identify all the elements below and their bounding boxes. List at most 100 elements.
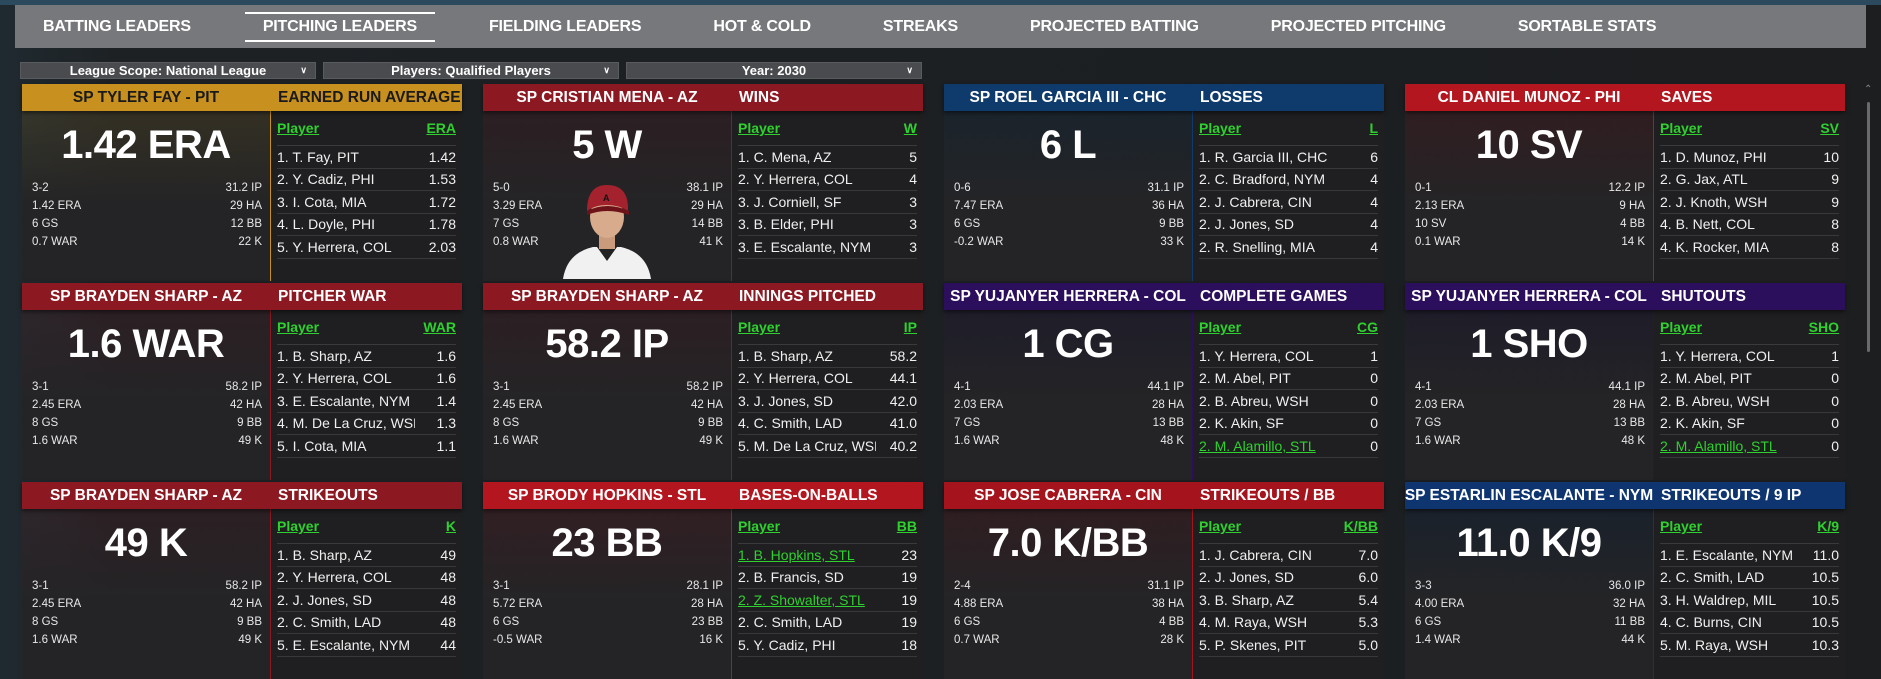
table-row[interactable]: 2. Y. Herrera, COL 48: [277, 567, 456, 589]
table-row[interactable]: 4. L. Doyle, PHI 1.78: [277, 214, 456, 236]
filter-dropdown-players[interactable]: Players: Qualified Players ∨: [323, 62, 619, 79]
table-row[interactable]: 3. E. Escalante, NYM 3: [738, 236, 917, 259]
column-header-player[interactable]: Player: [1660, 120, 1703, 136]
leader-player-name[interactable]: SP YUJANYER HERRERA - COL: [1411, 287, 1647, 305]
player-link[interactable]: 5. Y. Herrera, COL: [277, 238, 392, 255]
column-header-player[interactable]: Player: [277, 319, 320, 335]
table-row[interactable]: 2. K. Akin, SF 0: [1660, 413, 1839, 435]
player-link[interactable]: 3. E. Escalante, NYM: [738, 238, 872, 255]
table-row[interactable]: 2. Y. Herrera, COL 1.6: [277, 368, 456, 390]
player-link[interactable]: 3. B. Sharp, AZ: [1199, 591, 1294, 608]
table-row[interactable]: 1. B. Sharp, AZ 49: [277, 544, 456, 567]
table-row[interactable]: 3. B. Sharp, AZ 5.4: [1199, 589, 1378, 612]
column-header-player[interactable]: Player: [277, 120, 320, 136]
player-link[interactable]: 1. T. Fay, PIT: [277, 148, 359, 165]
column-header-stat[interactable]: SV: [1820, 120, 1839, 136]
player-link[interactable]: 2. C. Bradford, NYM: [1199, 171, 1326, 188]
tab-projected-pitching[interactable]: PROJECTED PITCHING: [1270, 17, 1446, 35]
player-link[interactable]: 2. C. Smith, LAD: [1660, 569, 1765, 586]
player-link[interactable]: 4. L. Doyle, PHI: [277, 216, 376, 233]
player-link[interactable]: 2. M. Abel, PIT: [1199, 370, 1291, 387]
table-row[interactable]: 1. D. Munoz, PHI 10: [1660, 146, 1839, 169]
player-link[interactable]: 2. Y. Herrera, COL: [738, 171, 853, 188]
leader-player-name[interactable]: SP JOSE CABRERA - CIN: [974, 486, 1162, 504]
player-link[interactable]: 2. Z. Showalter, STL: [738, 591, 865, 608]
table-row[interactable]: 4. M. De La Cruz, WSH 1.3: [277, 413, 456, 435]
table-row[interactable]: 5. Y. Herrera, COL 2.03: [277, 236, 456, 259]
table-row[interactable]: 2. J. Knoth, WSH 9: [1660, 191, 1839, 214]
column-header-player[interactable]: Player: [738, 319, 781, 335]
table-row[interactable]: 4. M. Raya, WSH 5.3: [1199, 612, 1378, 634]
player-link[interactable]: 1. C. Mena, AZ: [738, 148, 832, 165]
player-link[interactable]: 1. E. Escalante, NYM: [1660, 546, 1794, 563]
leader-player-name[interactable]: SP YUJANYER HERRERA - COL: [950, 287, 1186, 305]
table-row[interactable]: 3. H. Waldrep, MIL 10.5: [1660, 589, 1839, 612]
table-row[interactable]: 2. J. Jones, SD 4: [1199, 214, 1378, 236]
player-link[interactable]: 4. M. De La Cruz, WSH: [277, 415, 415, 432]
tab-sortable-stats[interactable]: SORTABLE STATS: [1517, 17, 1657, 35]
table-row[interactable]: 1. Y. Herrera, COL 1: [1660, 345, 1839, 368]
table-row[interactable]: 2. Y. Cadiz, PHI 1.53: [277, 169, 456, 191]
player-link[interactable]: 2. R. Snelling, MIA: [1199, 238, 1315, 255]
player-link[interactable]: 2. J. Jones, SD: [1199, 569, 1294, 586]
scroll-up-icon[interactable]: ⌃: [1864, 84, 1873, 95]
player-link[interactable]: 1. B. Sharp, AZ: [277, 546, 372, 563]
table-row[interactable]: 3. I. Cota, MIA 1.72: [277, 191, 456, 214]
leader-player-name[interactable]: SP BRAYDEN SHARP - AZ: [510, 287, 704, 305]
player-link[interactable]: 4. C. Smith, LAD: [738, 415, 843, 432]
table-row[interactable]: 1. J. Cabrera, CIN 7.0: [1199, 544, 1378, 567]
player-link[interactable]: 4. K. Rocker, MIA: [1660, 238, 1769, 255]
scrollbar-thumb[interactable]: [1867, 102, 1870, 352]
player-link[interactable]: 2. J. Knoth, WSH: [1660, 193, 1768, 210]
player-link[interactable]: 2. Y. Herrera, COL: [738, 370, 853, 387]
leader-player-name[interactable]: SP ROEL GARCIA III - CHC: [969, 88, 1167, 106]
player-link[interactable]: 4. M. Raya, WSH: [1199, 614, 1308, 631]
table-row[interactable]: 1. B. Sharp, AZ 1.6: [277, 345, 456, 368]
tab-streaks[interactable]: STREAKS: [882, 17, 958, 35]
player-link[interactable]: 3. B. Elder, PHI: [738, 216, 834, 233]
table-row[interactable]: 5. P. Skenes, PIT 5.0: [1199, 634, 1378, 657]
table-row[interactable]: 5. M. De La Cruz, WSH 40.2: [738, 435, 917, 458]
table-row[interactable]: 5. M. Raya, WSH 10.3: [1660, 634, 1839, 657]
table-row[interactable]: 2. C. Smith, LAD 19: [738, 612, 917, 634]
table-row[interactable]: 1. R. Garcia III, CHC 6: [1199, 146, 1378, 169]
leader-player-name[interactable]: SP ESTARLIN ESCALANTE - NYM: [1405, 486, 1653, 504]
table-row[interactable]: 2. C. Bradford, NYM 4: [1199, 169, 1378, 191]
player-link[interactable]: 2. Y. Herrera, COL: [277, 569, 392, 586]
column-header-stat[interactable]: W: [903, 120, 917, 136]
player-link[interactable]: 5. Y. Cadiz, PHI: [738, 636, 836, 653]
table-row[interactable]: 2. J. Jones, SD 48: [277, 589, 456, 612]
table-row[interactable]: 4. B. Nett, COL 8: [1660, 214, 1839, 236]
player-link[interactable]: 1. B. Hopkins, STL: [738, 546, 855, 563]
column-header-player[interactable]: Player: [277, 518, 320, 534]
player-link[interactable]: 2. J. Jones, SD: [1199, 216, 1294, 233]
column-header-player[interactable]: Player: [1199, 518, 1242, 534]
column-header-player[interactable]: Player: [1199, 120, 1242, 136]
table-row[interactable]: 2. B. Abreu, WSH 0: [1660, 390, 1839, 413]
player-link[interactable]: 2. M. Alamillo, STL: [1199, 437, 1316, 454]
tab-hot-cold[interactable]: HOT & COLD: [713, 17, 811, 35]
leader-player-name[interactable]: SP TYLER FAY - PIT: [72, 88, 220, 106]
column-header-stat[interactable]: BB: [896, 518, 917, 534]
player-link[interactable]: 3. H. Waldrep, MIL: [1660, 591, 1777, 608]
player-link[interactable]: 2. Y. Cadiz, PHI: [277, 171, 375, 188]
player-link[interactable]: 3. E. Escalante, NYM: [277, 392, 411, 409]
tab-batting-leaders[interactable]: BATTING LEADERS: [43, 17, 191, 35]
column-header-stat[interactable]: K/9: [1817, 518, 1839, 534]
table-row[interactable]: 5. Y. Cadiz, PHI 18: [738, 634, 917, 657]
table-row[interactable]: 2. M. Alamillo, STL 0: [1660, 435, 1839, 458]
column-header-player[interactable]: Player: [1199, 319, 1242, 335]
table-row[interactable]: 2. C. Smith, LAD 48: [277, 612, 456, 634]
column-header-stat[interactable]: IP: [903, 319, 917, 335]
table-row[interactable]: 2. Y. Herrera, COL 4: [738, 169, 917, 191]
column-header-stat[interactable]: WAR: [423, 319, 456, 335]
table-row[interactable]: 1. B. Hopkins, STL 23: [738, 544, 917, 567]
table-row[interactable]: 3. E. Escalante, NYM 1.4: [277, 390, 456, 413]
leader-player-name[interactable]: SP CRISTIAN MENA - AZ: [516, 88, 698, 106]
player-link[interactable]: 2. Y. Herrera, COL: [277, 370, 392, 387]
player-link[interactable]: 1. B. Sharp, AZ: [738, 347, 833, 364]
player-link[interactable]: 2. B. Abreu, WSH: [1199, 392, 1309, 409]
player-link[interactable]: 5. E. Escalante, NYM: [277, 636, 411, 653]
table-row[interactable]: 2. B. Francis, SD 19: [738, 567, 917, 589]
table-row[interactable]: 1. E. Escalante, NYM 11.0: [1660, 544, 1839, 567]
